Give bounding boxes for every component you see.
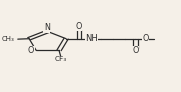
Text: N: N bbox=[44, 23, 50, 32]
Text: CF₃: CF₃ bbox=[55, 56, 67, 62]
Text: CH₃: CH₃ bbox=[1, 36, 14, 42]
Text: O: O bbox=[142, 34, 149, 43]
Text: O: O bbox=[28, 46, 34, 55]
Text: NH: NH bbox=[85, 34, 98, 43]
Text: O: O bbox=[132, 46, 139, 55]
Text: O: O bbox=[76, 22, 82, 31]
